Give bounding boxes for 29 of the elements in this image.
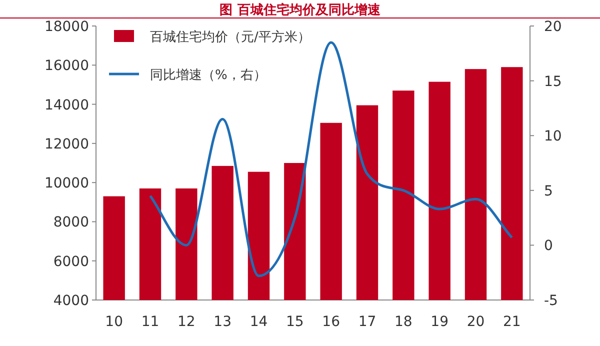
y2-tick-label: -5 bbox=[544, 293, 558, 309]
y-tick-label: 14000 bbox=[44, 97, 89, 114]
legend-label: 同比增速（%，右） bbox=[150, 68, 266, 83]
x-tick-label: 11 bbox=[141, 314, 160, 330]
x-tick-label: 15 bbox=[286, 314, 304, 330]
y-tick-label: 18000 bbox=[44, 19, 89, 35]
x-tick-label: 12 bbox=[178, 314, 196, 330]
x-tick-label: 17 bbox=[358, 314, 376, 330]
y2-tick-label: 10 bbox=[544, 128, 562, 145]
y2-tick-label: 0 bbox=[544, 238, 553, 254]
y2-tick-label: 15 bbox=[544, 74, 562, 90]
y-tick-label: 12000 bbox=[44, 136, 89, 152]
chart-title: 图 百城住宅均价及同比增速 bbox=[220, 2, 382, 18]
y-tick-label: 16000 bbox=[44, 58, 89, 74]
x-tick-label: 13 bbox=[214, 314, 232, 330]
y-tick-label: 8000 bbox=[53, 214, 89, 231]
x-tick-label: 19 bbox=[430, 314, 448, 330]
x-tick-label: 21 bbox=[503, 314, 521, 330]
x-tick-label: 18 bbox=[394, 314, 412, 330]
x-tick-label: 16 bbox=[322, 314, 340, 330]
x-tick-label: 14 bbox=[250, 314, 268, 330]
y-tick-label: 4000 bbox=[53, 293, 89, 309]
x-tick-label: 20 bbox=[466, 314, 485, 330]
y2-tick-label: 20 bbox=[544, 19, 562, 35]
legend-label: 百城住宅均价（元/平方米） bbox=[150, 29, 310, 45]
y-tick-label: 10000 bbox=[44, 176, 89, 192]
y2-tick-label: 5 bbox=[544, 183, 553, 200]
x-tick-label: 10 bbox=[105, 314, 123, 330]
y-tick-label: 6000 bbox=[53, 254, 89, 270]
